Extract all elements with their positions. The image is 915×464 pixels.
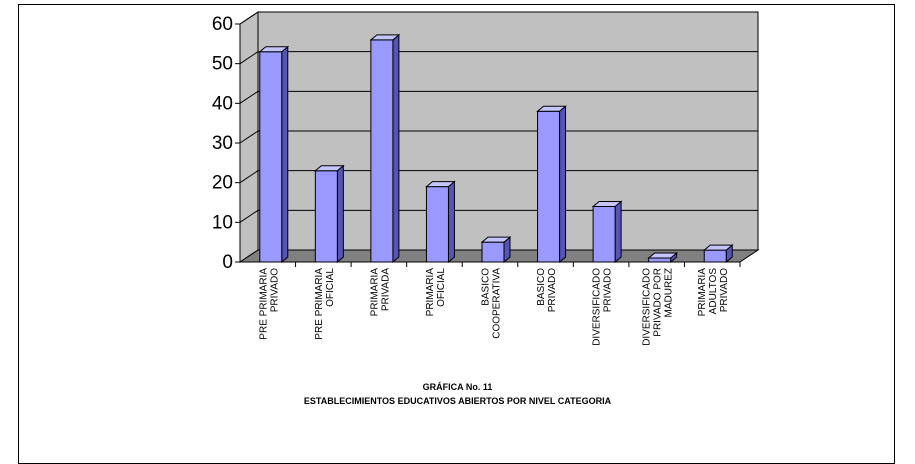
bar-side (392, 33, 400, 264)
x-tick-label-line: OFICIAL (436, 268, 447, 307)
bar-side (447, 180, 455, 264)
y-tick-label: 10 (212, 212, 233, 233)
bar-front (703, 249, 727, 263)
bar-side (336, 164, 344, 264)
x-tick-label-line: PRIVADO (547, 268, 558, 312)
bar (647, 251, 679, 264)
bar-top (591, 200, 623, 207)
gridline (239, 130, 758, 144)
y-tick-label: 40 (212, 93, 233, 114)
x-tick-label-line: ADULTOS (708, 268, 719, 315)
gridline (239, 209, 758, 223)
x-tick-label: PRIMARIAPRIVADA (369, 268, 391, 317)
bar (702, 244, 734, 264)
bar-front (259, 51, 283, 263)
x-tick-label: DIVERSIFICADOPRIVADO (592, 268, 614, 346)
bar-top (425, 181, 456, 188)
x-tick-label: PRIMARIAOFICIAL (425, 268, 447, 317)
bar (591, 200, 623, 264)
bar-front (314, 170, 338, 263)
bars (258, 33, 734, 264)
bar-front (370, 39, 394, 263)
bar-top (258, 46, 290, 53)
x-tick-label-line: DIVERSIFICADO (642, 268, 653, 346)
y-tick-label: 60 (212, 14, 233, 35)
x-tick-label-line: PRIVADO POR (653, 268, 664, 337)
x-tick-label-line: PRIMARIA (425, 268, 436, 317)
bar (369, 33, 401, 264)
bar (425, 180, 456, 264)
gridline (239, 170, 758, 184)
bar-front (537, 110, 561, 263)
y-tick-labels: 0 10 20 30 40 50 60 (212, 14, 233, 273)
x-tick-label-line: BASICO (481, 268, 492, 306)
x-tick-label: BASICOPRIVADO (536, 268, 558, 312)
y-tick-label: 20 (212, 173, 233, 194)
x-tick-label: BASICOCOOPERATIVA (481, 268, 503, 339)
x-tick-label-line: PRE PRIMARIA (258, 268, 269, 340)
figure-caption-title: ESTABLECIMIENTOS EDUCATIVOS ABIERTOS POR… (303, 396, 612, 406)
gridlines (239, 11, 758, 223)
x-tick-label-line: MADUREZ (664, 268, 675, 317)
bar-side (614, 200, 622, 264)
x-tick-label-line: PRIVADO (603, 268, 614, 312)
bar-side (281, 45, 289, 264)
x-tick-label-line: PRIMARIA (697, 268, 708, 317)
x-tick-label-line: PRIMARIA (369, 268, 380, 317)
x-tick-label-line: DIVERSIFICADO (592, 268, 603, 346)
x-tick-label-line: PRIVADO (719, 268, 730, 312)
bar-top (313, 165, 345, 172)
bar (313, 164, 345, 264)
bar-front (481, 241, 505, 263)
figure-caption-number: GRÁFICA No. 11 (422, 382, 493, 392)
x-tick-label: PRE PRIMARIAOFICIAL (314, 268, 336, 340)
x-tick-labels: PRE PRIMARIAPRIVADO PRE PRIMARIAOFICIAL PR… (258, 268, 730, 346)
y-tick-label: 30 (212, 133, 233, 154)
bar (536, 105, 567, 264)
bar-top (480, 236, 512, 243)
gridline (239, 90, 758, 104)
y-tick-label: 50 (212, 54, 233, 75)
bar-front (425, 186, 449, 263)
x-tick-label-line: PRIVADA (380, 268, 391, 311)
x-tick-label-line: OFICIAL (325, 268, 336, 307)
bar-top (647, 252, 679, 259)
x-tick-label-line: PRE PRIMARIA (314, 268, 325, 340)
bar-top (369, 34, 401, 41)
bar-top (536, 105, 567, 112)
x-tick-label: PRE PRIMARIAPRIVADO (258, 268, 280, 340)
y-tick-label: 0 (222, 252, 233, 273)
x-tick-label-line: COOPERATIVA (492, 268, 503, 339)
x-tick-label: DIVERSIFICADOPRIVADO PORMADUREZ (642, 268, 675, 346)
bar-top (702, 244, 734, 251)
bar-side (559, 105, 567, 264)
bar-front (648, 257, 672, 263)
x-tick-label-line: PRIVADO (269, 268, 280, 312)
gridline (239, 51, 758, 65)
x-tick-label: PRIMARIAADULTOSPRIVADO (697, 268, 730, 317)
bar (480, 236, 512, 264)
x-tick-label-line: BASICO (536, 268, 547, 306)
bar (258, 45, 290, 264)
gridline (239, 11, 758, 25)
bar-front (592, 205, 616, 263)
